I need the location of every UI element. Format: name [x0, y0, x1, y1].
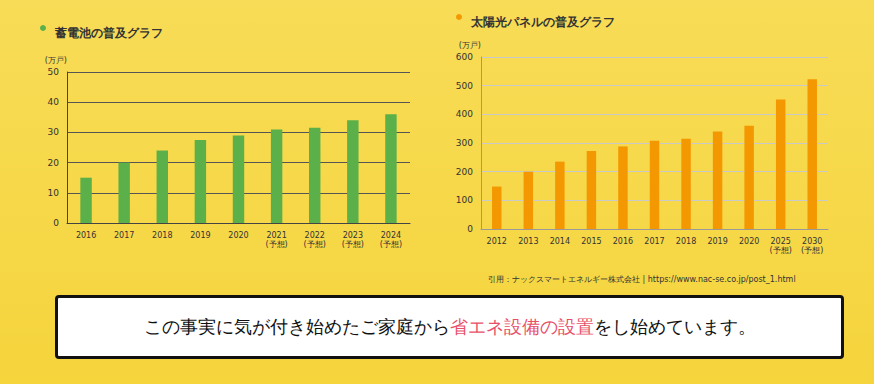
- svg-text:蓄電池の普及グラフ: 蓄電池の普及グラフ: [54, 26, 163, 40]
- svg-text:0: 0: [467, 224, 473, 234]
- svg-text:2025: 2025: [771, 237, 791, 246]
- html-text:この事実に気が付き始めたご家庭から省エネ設備の設置をし始めて: この事実に気が付き始めたご家庭から省エネ設備の設置をし始めています。: [143, 316, 756, 337]
- svg-text:太陽光パネルの普及グラフ: 太陽光パネルの普及グラフ: [470, 15, 615, 29]
- svg-text:400: 400: [456, 109, 473, 119]
- svg-text:2020: 2020: [739, 237, 759, 246]
- svg-text:30: 30: [48, 127, 60, 137]
- svg-text:2016: 2016: [613, 237, 633, 246]
- svg-text:(予想): (予想): [770, 246, 792, 255]
- svg-text:2012: 2012: [487, 237, 507, 246]
- svg-text:2022: 2022: [305, 231, 325, 240]
- svg-text:(万戸): (万戸): [45, 56, 67, 65]
- svg-text:2014: 2014: [550, 237, 570, 246]
- html-text:引用：ナックスマートエネルギー株式会社 | https://: 引用：ナックスマートエネルギー株式会社 | https://www.nac-se…: [488, 275, 796, 284]
- svg-text:(予想): (予想): [342, 240, 364, 249]
- svg-text:2020: 2020: [228, 231, 248, 240]
- svg-text:2024: 2024: [381, 231, 401, 240]
- svg-text:2019: 2019: [707, 237, 727, 246]
- svg-text:300: 300: [456, 138, 473, 148]
- svg-text:2013: 2013: [518, 237, 538, 246]
- svg-text:2016: 2016: [76, 231, 96, 240]
- svg-text:(予想): (予想): [304, 240, 326, 249]
- svg-text:2017: 2017: [644, 237, 664, 246]
- svg-text:2023: 2023: [343, 231, 363, 240]
- svg-text:50: 50: [48, 67, 60, 77]
- svg-text:20: 20: [48, 158, 60, 168]
- svg-text:200: 200: [456, 167, 473, 177]
- svg-text:600: 600: [456, 52, 473, 62]
- svg-text:2030: 2030: [802, 237, 822, 246]
- svg-text:2015: 2015: [581, 237, 601, 246]
- svg-text:100: 100: [456, 195, 473, 205]
- svg-text:2019: 2019: [190, 231, 210, 240]
- svg-text:2018: 2018: [152, 231, 172, 240]
- svg-text:(万戸): (万戸): [459, 41, 481, 50]
- svg-text:2017: 2017: [114, 231, 134, 240]
- svg-text:(予想): (予想): [380, 240, 402, 249]
- svg-text:(予想): (予想): [801, 246, 823, 255]
- svg-text:500: 500: [456, 81, 473, 91]
- svg-text:(予想): (予想): [265, 240, 287, 249]
- svg-text:10: 10: [48, 188, 60, 198]
- svg-text:40: 40: [48, 97, 60, 107]
- svg-text:2018: 2018: [676, 237, 696, 246]
- svg-text:2021: 2021: [266, 231, 286, 240]
- svg-text:0: 0: [53, 218, 59, 228]
